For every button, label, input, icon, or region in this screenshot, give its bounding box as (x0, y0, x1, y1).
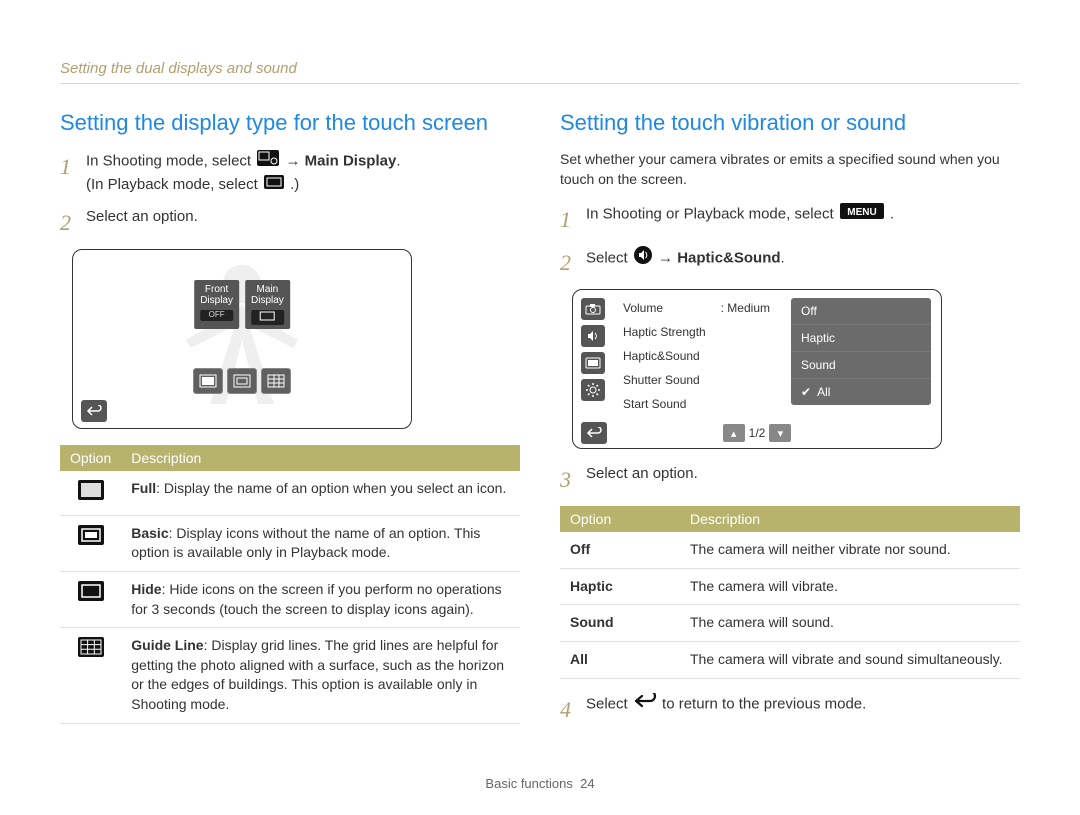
option-description: : Display icons without the name of an o… (131, 525, 480, 561)
page-footer: Basic functions 24 (0, 776, 1080, 791)
left-section-title: Setting the display type for the touch s… (60, 110, 520, 136)
haptic-sound-options-table: Option Description OffThe camera will ne… (560, 506, 1020, 678)
sound-tab-icon (581, 325, 605, 347)
display-option-basic-icon (227, 368, 257, 394)
menu-list: Volume: Medium Haptic Strength Haptic&So… (619, 296, 774, 416)
menu-icon: MENU (840, 203, 884, 227)
text: to return to the previous mode. (662, 695, 866, 712)
table-header-option: Option (60, 445, 121, 471)
display-icon (264, 174, 284, 197)
text: In Shooting mode, select (86, 153, 255, 170)
left-step-1: 1 In Shooting mode, select → Main Displa… (60, 150, 520, 196)
step-number: 3 (560, 463, 586, 496)
breadcrumb: Setting the dual displays and sound (60, 60, 1020, 84)
text: (In Playback mode, select (86, 176, 262, 193)
step-number: 1 (60, 150, 86, 183)
option-description: The camera will vibrate. (680, 568, 1020, 605)
step-number: 4 (560, 693, 586, 726)
right-step-1: 1 In Shooting or Playback mode, select M… (560, 203, 1020, 236)
step-number: 2 (60, 206, 86, 239)
pager: ▴ 1/2 ▾ (723, 424, 792, 442)
option-label: Hide (131, 581, 161, 597)
option-label: Sound (560, 605, 680, 642)
table-header-description: Description (680, 506, 1020, 532)
display-option-full-icon (193, 368, 223, 394)
page-up-icon: ▴ (723, 424, 745, 442)
check-icon: ✔ (801, 385, 811, 399)
option-description: The camera will sound. (680, 605, 1020, 642)
right-step-3: 3 Select an option. (560, 463, 1020, 496)
option-description: : Display the name of an option when you… (156, 480, 506, 496)
sound-icon (634, 246, 652, 272)
haptic-sound-label: Haptic&Sound (677, 250, 780, 267)
full-icon (60, 471, 121, 515)
guideline-icon (60, 628, 121, 723)
text: Select an option. (586, 463, 1020, 486)
text: . (890, 206, 894, 223)
front-display-chip: Front Display OFF (194, 280, 239, 329)
left-step-2: 2 Select an option. (60, 206, 520, 239)
right-step-4: 4 Select to return to the previous mode. (560, 693, 1020, 726)
right-section-title: Setting the touch vibration or sound (560, 110, 1020, 136)
back-icon (581, 422, 607, 444)
text: Select an option. (86, 206, 520, 229)
arrow: → (285, 153, 304, 170)
option-label: All (560, 641, 680, 678)
text: In Shooting or Playback mode, select (586, 206, 838, 223)
option-label: Full (131, 480, 156, 496)
option-label: Haptic (560, 568, 680, 605)
back-icon (81, 400, 107, 422)
arrow: → (658, 250, 677, 267)
display-settings-icon (257, 150, 279, 174)
main-display-label: Main Display (305, 153, 397, 170)
hide-icon (60, 572, 121, 628)
right-step-2: 2 Select → Haptic&Sound. (560, 246, 1020, 279)
option-description: The camera will neither vibrate nor soun… (680, 532, 1020, 568)
display-type-options-table: Option Description Full: Display the nam… (60, 445, 520, 723)
text: . (781, 250, 785, 267)
text: Select (586, 250, 632, 267)
option-label: Guide Line (131, 637, 203, 653)
text: Select (586, 695, 632, 712)
camera-tab-icon (581, 298, 605, 320)
right-intro: Set whether your camera vibrates or emit… (560, 150, 1020, 189)
basic-icon (60, 515, 121, 571)
step-number: 1 (560, 203, 586, 236)
display-tab-icon (581, 352, 605, 374)
right-column: Setting the touch vibration or sound Set… (560, 110, 1020, 736)
text: .) (290, 176, 299, 193)
haptic-sound-popup: Off Haptic Sound ✔All (791, 298, 931, 405)
left-column: Setting the display type for the touch s… (60, 110, 520, 736)
table-header-description: Description (121, 445, 520, 471)
main-display-chip: Main Display (245, 280, 290, 329)
table-header-option: Option (560, 506, 680, 532)
return-icon (634, 693, 656, 717)
svg-text:MENU: MENU (847, 207, 876, 218)
haptic-sound-screenshot: Volume: Medium Haptic Strength Haptic&So… (572, 289, 942, 449)
page-down-icon: ▾ (769, 424, 791, 442)
option-description: : Hide icons on the screen if you perfor… (131, 581, 501, 617)
text: . (396, 153, 400, 170)
option-label: Basic (131, 525, 168, 541)
display-option-grid-icon (261, 368, 291, 394)
step-number: 2 (560, 246, 586, 279)
option-label: Off (560, 532, 680, 568)
settings-tab-icon (581, 379, 605, 401)
option-description: The camera will vibrate and sound simult… (680, 641, 1020, 678)
display-type-screenshot: Front Display OFF Main Display (72, 249, 412, 429)
